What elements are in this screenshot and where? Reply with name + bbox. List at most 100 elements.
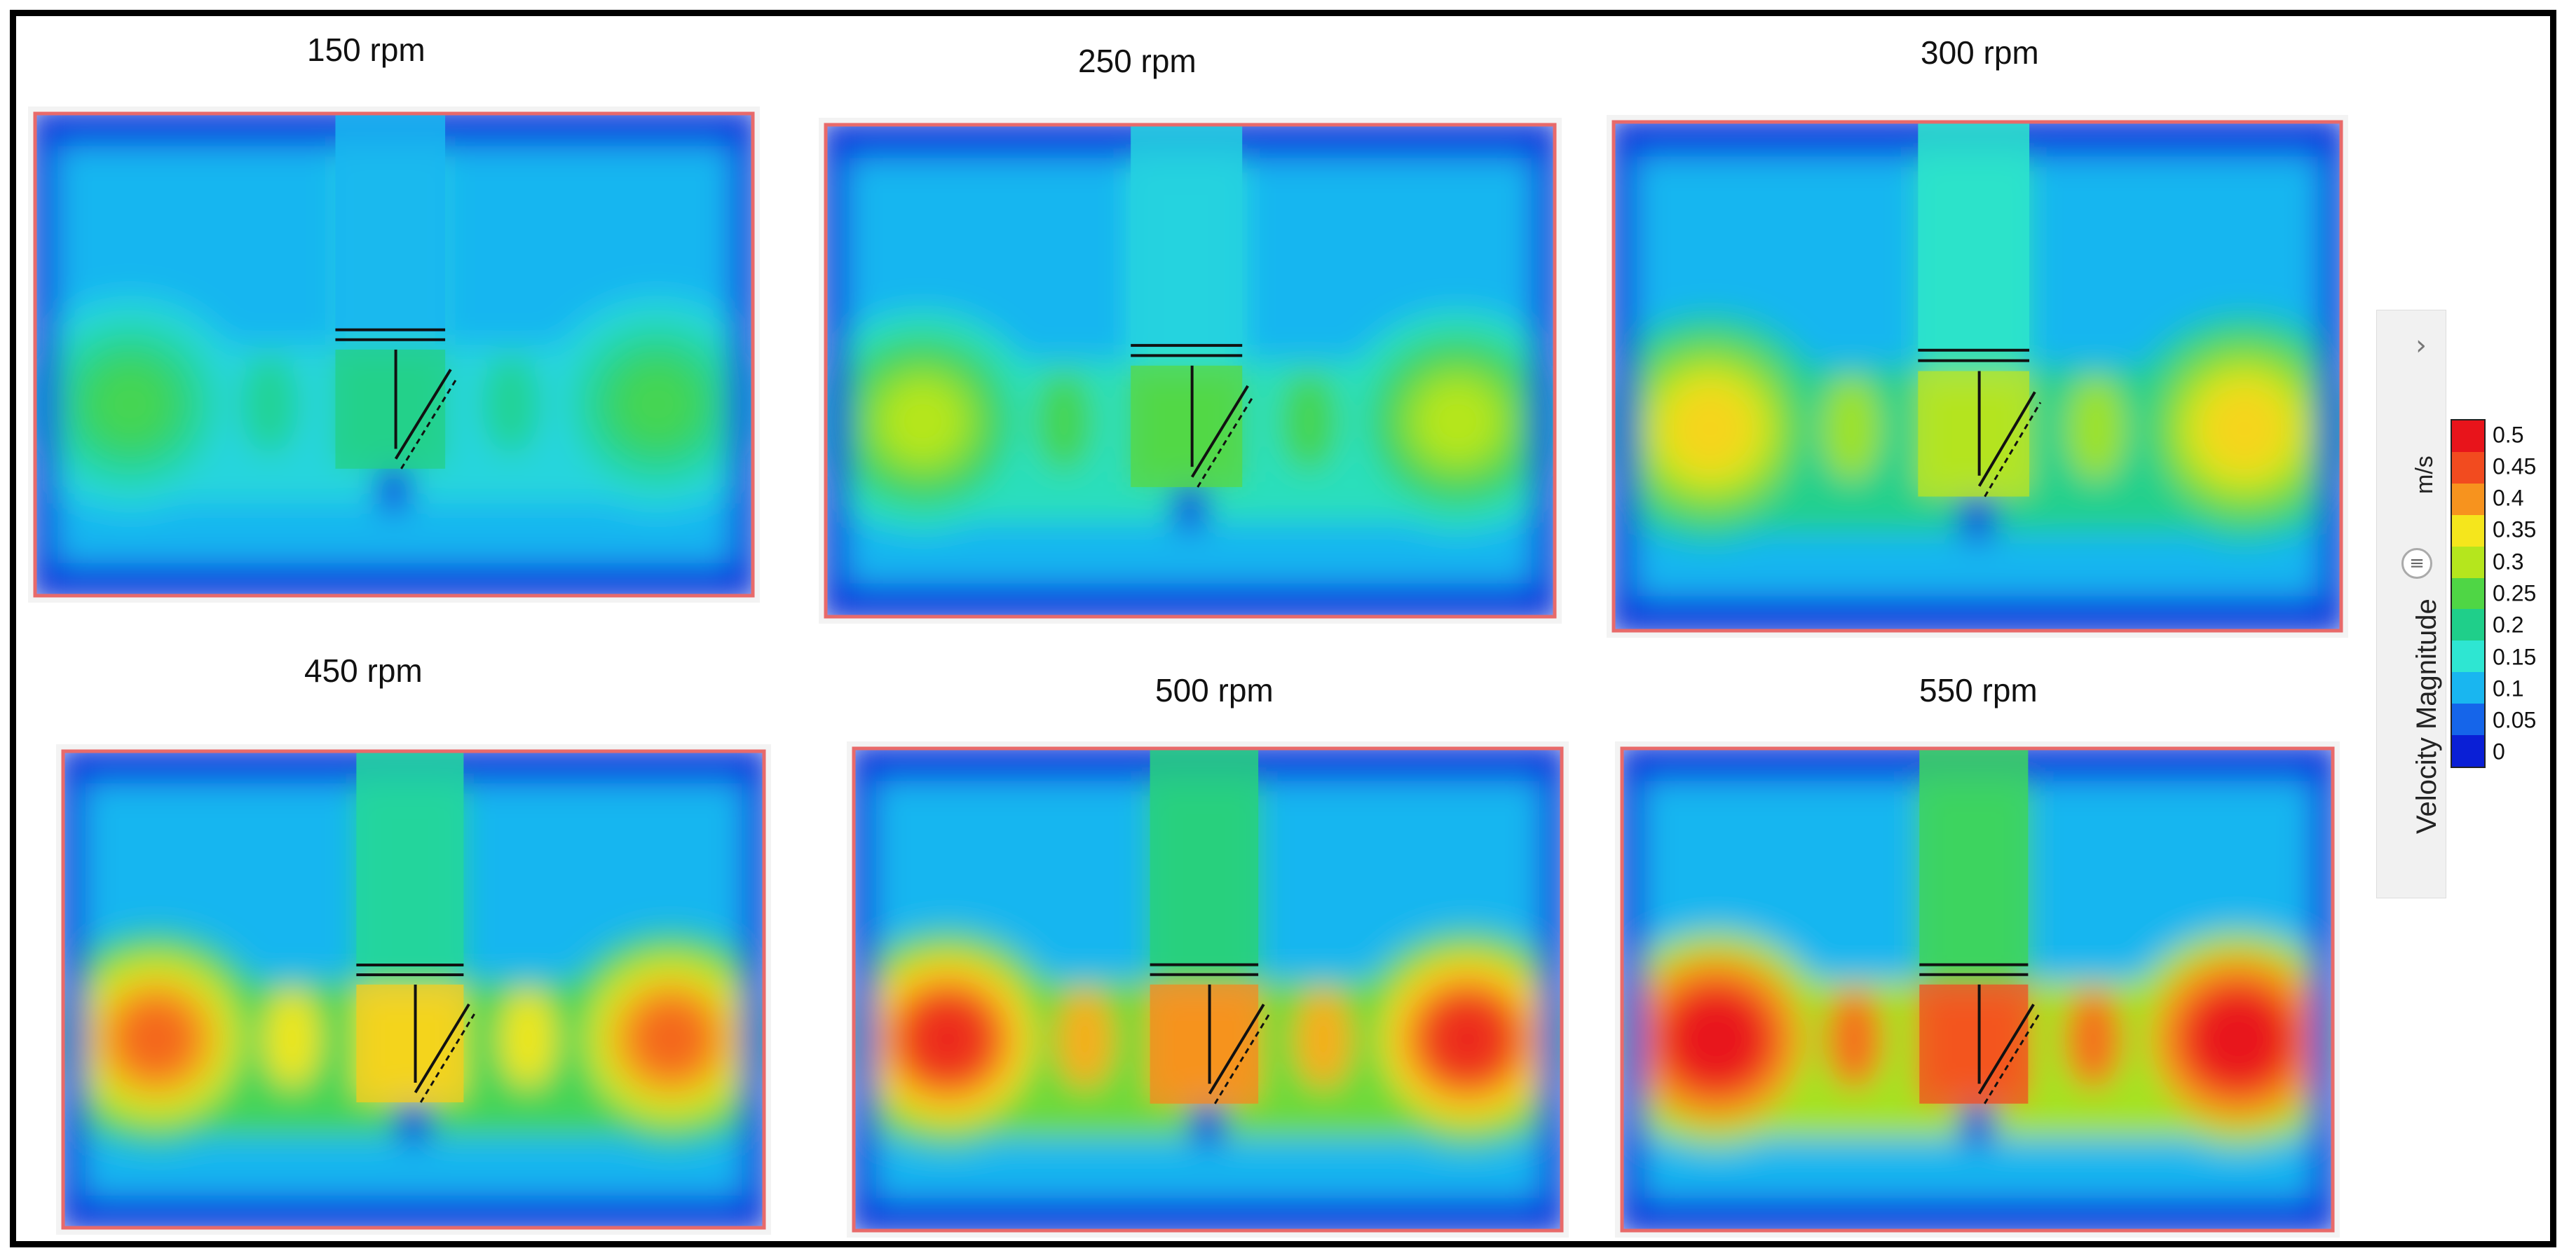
left-wall-low-velocity [1622, 748, 1644, 1231]
shaft [356, 751, 464, 967]
tank-wall [1620, 746, 2335, 1233]
impeller-lobe [240, 355, 299, 454]
circulation-loop [617, 364, 698, 444]
impeller-lobe [1056, 989, 1115, 1089]
impeller-box [356, 985, 464, 1102]
stagnation-point [1190, 1098, 1226, 1149]
colorbar-tick-label: 0.25 [2493, 580, 2537, 606]
right-wall-low-velocity [1532, 125, 1555, 617]
circulation-loop [2198, 999, 2279, 1079]
panel-label-450-rpm: 450 rpm [304, 652, 423, 689]
impeller-blade-edge [419, 1013, 475, 1103]
velocity-field-blend [1614, 122, 2341, 631]
impeller-blade [1190, 385, 1249, 478]
impeller-lobe [2066, 376, 2126, 481]
colorbar-segment [2452, 672, 2484, 704]
colorbar-tick-label: 0.35 [2493, 516, 2537, 542]
tank-wall [824, 123, 1557, 619]
chevron-right-icon[interactable]: › [2415, 329, 2427, 362]
menu-icon[interactable]: ≡ [2401, 548, 2432, 579]
colorbar-tick-label: 0.1 [2493, 676, 2524, 701]
velocity-field [35, 114, 753, 596]
shaft [335, 114, 446, 332]
panel-label-300-rpm: 300 rpm [1921, 34, 2039, 71]
colorbar-segment [2452, 514, 2484, 547]
impeller-blade-edge [1984, 402, 2042, 498]
colorbar-segment [2452, 451, 2484, 484]
shaft [1919, 748, 2029, 967]
impeller-lobe [1821, 376, 1881, 481]
circulation-loop [908, 999, 988, 1079]
contour-plot [1611, 120, 2343, 633]
colorbar-segment [2452, 577, 2484, 610]
circulation-loop [632, 999, 711, 1078]
stagnation-point [1171, 481, 1209, 533]
colorbar-tick-label: 0.45 [2493, 453, 2537, 479]
stagnation-point [395, 1097, 432, 1146]
legend-title: Velocity Magnitude [2411, 598, 2442, 834]
contour-plot [852, 746, 1564, 1233]
circulation-loop [90, 364, 171, 444]
colorbar-tick-label: 0 [2493, 739, 2505, 765]
colorbar-segment [2452, 641, 2484, 673]
right-wall-low-velocity [2318, 122, 2341, 631]
contour-panel-300-rpm [1607, 115, 2348, 638]
right-wall-low-velocity [730, 114, 753, 596]
impeller-lobe [1825, 989, 1883, 1089]
colorbar-tick-label: 0.05 [2493, 707, 2537, 733]
left-wall-low-velocity [35, 114, 57, 596]
shaft [1150, 748, 1259, 967]
impeller-lobe [2064, 989, 2122, 1089]
left-wall-low-velocity [63, 751, 85, 1228]
panel-label-500-rpm: 500 rpm [1155, 672, 1274, 708]
tank-wall [852, 746, 1564, 1233]
velocity-field [63, 751, 764, 1228]
impeller-box [1150, 984, 1259, 1104]
circulation-loop [1417, 381, 1499, 462]
impeller-blade [1977, 1004, 2035, 1095]
impeller-lobe [1294, 989, 1352, 1089]
impeller-blade-edge [1984, 1013, 2040, 1104]
impeller-blade [414, 1003, 470, 1094]
shaft [1131, 125, 1243, 348]
colorbar-tick-label: 0.3 [2493, 549, 2524, 575]
contour-plot [61, 749, 766, 1230]
impeller-lobe [1034, 371, 1094, 472]
contour-panel-150-rpm [28, 107, 760, 603]
velocity-field [1622, 748, 2333, 1231]
left-wall-low-velocity [826, 125, 849, 617]
stagnation-point [375, 463, 413, 514]
impeller-box [1919, 984, 2029, 1104]
left-wall-low-velocity [1614, 122, 1637, 631]
impeller-box [1918, 371, 2030, 497]
bottom-low-velocity [35, 563, 753, 596]
legend-unit: m/s [2411, 456, 2438, 494]
right-wall-low-velocity [742, 751, 764, 1228]
colorbar-segment [2452, 609, 2484, 641]
tank-wall [1611, 120, 2343, 633]
circulation-loop [882, 381, 964, 462]
colorbar-tick-label: 0.4 [2493, 485, 2524, 511]
colorbar-segment [2452, 483, 2484, 515]
circulation-loop [2203, 386, 2286, 471]
panel-label-150-rpm: 150 rpm [307, 32, 425, 68]
shaft [1918, 122, 2030, 352]
contour-panel-500-rpm [847, 741, 1569, 1238]
impeller-box [1131, 365, 1243, 488]
impeller-lobe [482, 355, 540, 454]
impeller-lobe [1279, 371, 1339, 472]
impeller-box [335, 349, 446, 469]
impeller-lobe [263, 989, 321, 1088]
impeller-blade-edge [1214, 1013, 1270, 1104]
tank-wall [61, 749, 766, 1230]
impeller-blade-edge [400, 378, 458, 470]
circulation-loop [1676, 999, 1757, 1079]
right-wall-low-velocity [1539, 748, 1562, 1231]
colorbar-tick-label: 0.5 [2493, 422, 2524, 448]
contour-plot [824, 123, 1557, 619]
impeller-blade [394, 369, 452, 460]
colorbar-segment [2452, 420, 2484, 452]
tank-wall [33, 111, 755, 598]
colorbar-ticks: 0.5 0.45 0.4 0.35 0.3 0.25 0.2 0.15 0.1 0.05 0 [2493, 419, 2556, 768]
impeller-lobe [499, 989, 557, 1088]
